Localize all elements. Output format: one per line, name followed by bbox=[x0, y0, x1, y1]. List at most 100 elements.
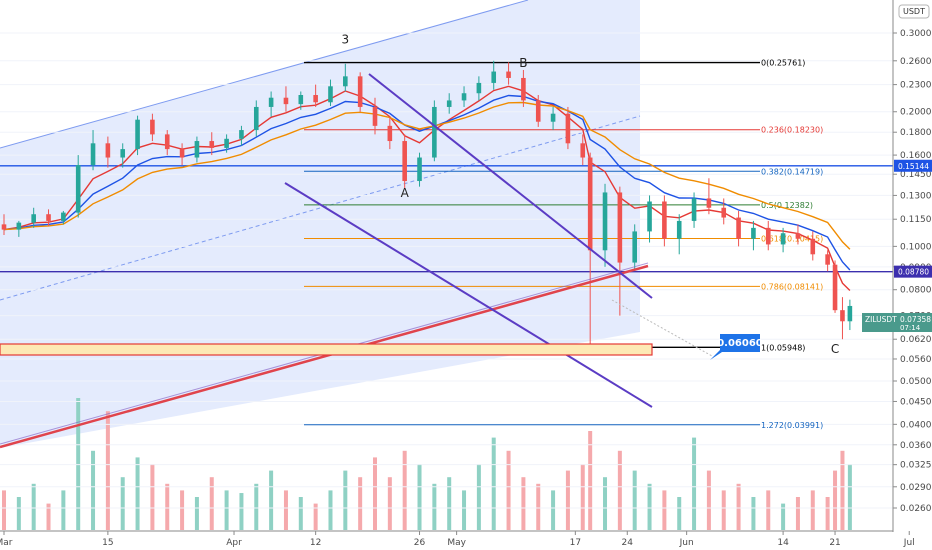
candle bbox=[825, 250, 830, 272]
volume-bar bbox=[565, 470, 570, 530]
volume-bar bbox=[617, 450, 622, 530]
candle bbox=[647, 195, 652, 243]
candle bbox=[662, 195, 667, 247]
volume-bar bbox=[432, 483, 437, 530]
candle bbox=[313, 84, 318, 107]
candle bbox=[795, 224, 801, 245]
time-tick-label: 24 bbox=[622, 538, 634, 548]
time-tick-label: May bbox=[447, 538, 466, 548]
volume-bar bbox=[46, 503, 51, 530]
candle bbox=[387, 116, 393, 150]
time-tick-label: 14 bbox=[777, 538, 789, 548]
candle bbox=[632, 224, 637, 272]
volume-bar bbox=[358, 477, 363, 530]
ma-orange-line bbox=[3, 101, 851, 250]
volume-bar bbox=[647, 483, 652, 530]
volume-bar bbox=[840, 450, 845, 530]
candle bbox=[75, 155, 81, 218]
volume-bar bbox=[662, 490, 667, 530]
volume-bar bbox=[736, 483, 741, 530]
candle bbox=[432, 100, 437, 162]
candle bbox=[832, 260, 838, 313]
volume-bar bbox=[632, 470, 637, 530]
fib-level-label: 0.236(0.18230) bbox=[761, 126, 823, 135]
volume-bar bbox=[402, 450, 407, 530]
candle bbox=[46, 209, 51, 227]
candle bbox=[446, 93, 452, 114]
candle bbox=[491, 60, 497, 90]
volume-bar bbox=[61, 490, 66, 530]
volume-bar bbox=[476, 464, 481, 530]
candle bbox=[461, 86, 467, 107]
volume-bar bbox=[781, 503, 786, 530]
volume-bar bbox=[165, 483, 170, 530]
volume-bar bbox=[706, 470, 711, 530]
currency-label: USDT bbox=[903, 7, 925, 16]
candle bbox=[810, 231, 816, 261]
volume-bar bbox=[31, 483, 36, 530]
last-price-badge: ZILUSDT 0.07358 07:14 bbox=[862, 313, 932, 332]
candle bbox=[847, 299, 853, 331]
candle bbox=[617, 186, 623, 316]
price-callout-text: 0.06060 bbox=[717, 338, 763, 349]
candle bbox=[357, 72, 363, 112]
candle bbox=[16, 220, 22, 237]
price-level-badge bbox=[894, 265, 932, 278]
candle bbox=[751, 220, 756, 251]
fib-level-label: 0(0.25761) bbox=[761, 59, 805, 68]
candle bbox=[343, 63, 348, 92]
volume-bar bbox=[588, 431, 593, 530]
volume-bar bbox=[417, 464, 422, 530]
volume-bar bbox=[795, 497, 800, 530]
candle bbox=[840, 297, 845, 340]
time-tick-label: 15 bbox=[102, 538, 113, 548]
time-tick-label: Jun bbox=[679, 538, 694, 548]
volume-bar bbox=[16, 497, 21, 530]
volume-bar bbox=[194, 497, 199, 530]
candle bbox=[780, 227, 786, 253]
currency-button[interactable]: USDT bbox=[898, 4, 930, 19]
candle bbox=[765, 220, 771, 251]
candle bbox=[706, 178, 712, 215]
volume-bar bbox=[833, 470, 838, 530]
fib-level-label: 0.786(0.08141) bbox=[761, 282, 823, 291]
channel-mid-dashed-line bbox=[0, 115, 641, 301]
candle bbox=[417, 152, 422, 187]
candle bbox=[1, 214, 7, 236]
volume-bar bbox=[721, 490, 726, 530]
projection-dotted-line bbox=[611, 299, 713, 357]
volume-bar bbox=[283, 490, 288, 530]
volume-bar bbox=[343, 470, 348, 530]
candle bbox=[721, 198, 727, 225]
candle bbox=[90, 130, 96, 171]
time-tick-label: Apr bbox=[226, 538, 242, 548]
price-level-badge-text: 0.15144 bbox=[898, 162, 929, 171]
candle bbox=[565, 106, 571, 150]
volume-bar bbox=[76, 398, 81, 530]
channel-lower-trendline bbox=[0, 264, 649, 449]
candle bbox=[691, 192, 697, 228]
bar-countdown: 07:14 bbox=[900, 324, 921, 332]
volume-bar bbox=[373, 457, 377, 530]
price-level-badge bbox=[894, 159, 932, 172]
symbol-label: ZILUSDT bbox=[865, 315, 897, 324]
wave-label: B bbox=[519, 56, 527, 70]
candle bbox=[61, 210, 66, 225]
ma-red-line bbox=[3, 85, 851, 291]
volume-bar bbox=[2, 490, 6, 530]
time-tick-label: 12 bbox=[310, 538, 321, 548]
volume-bar bbox=[135, 457, 140, 530]
